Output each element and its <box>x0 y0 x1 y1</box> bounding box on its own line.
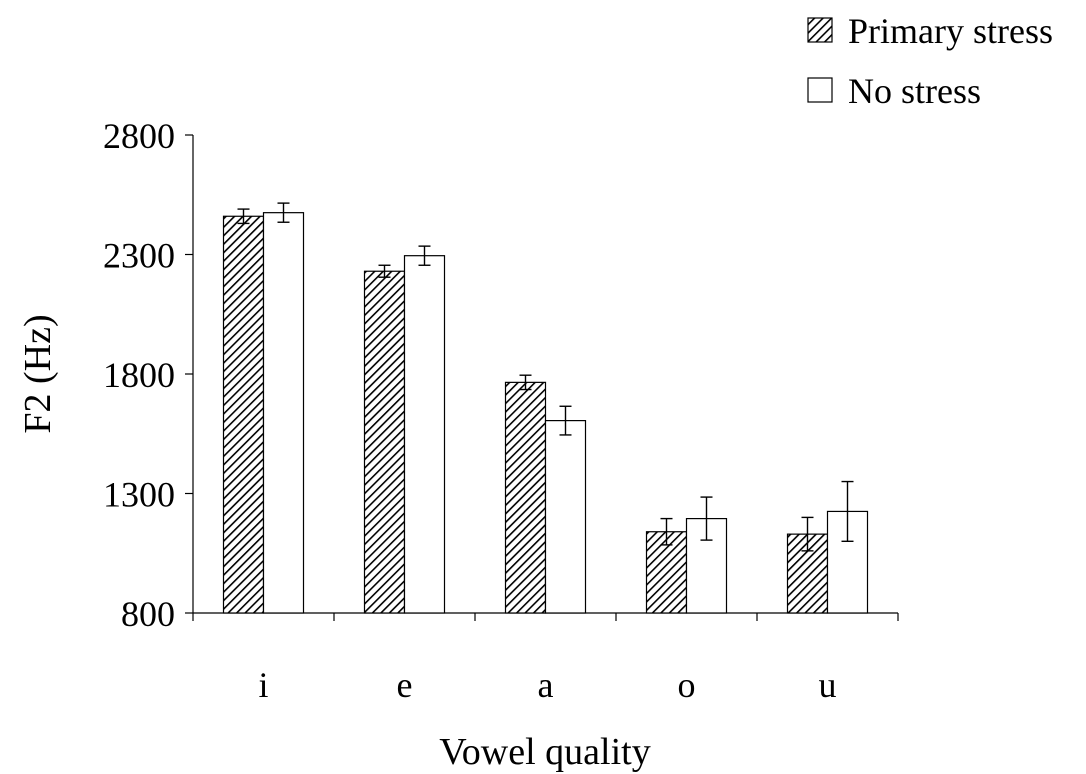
bars <box>222 212 869 614</box>
x-tick-label: a <box>538 665 554 705</box>
y-tick-label: 1300 <box>103 475 175 515</box>
bar-primary-stress-u <box>786 533 829 614</box>
y-tick-label: 800 <box>121 594 175 634</box>
y-axis-title: F2 (Hz) <box>17 314 59 433</box>
x-tick-label: o <box>678 665 696 705</box>
y-tick-label: 2800 <box>103 116 175 156</box>
x-axis-title: Vowel quality <box>439 731 650 773</box>
legend-label: No stress <box>848 71 981 111</box>
bar-no-stress-a <box>544 420 587 614</box>
legend: Primary stress No stress <box>807 11 1053 111</box>
x-tick-label: e <box>397 665 413 705</box>
x-tick-label: i <box>258 665 268 705</box>
bar-primary-stress-i <box>222 215 265 614</box>
error-bars <box>237 202 854 552</box>
legend-swatch-no-stress <box>807 77 833 103</box>
labels: 800 1300 1800 2300 2800 i e a o u Vowel quality F2 … <box>17 116 837 773</box>
legend-swatch-primary-stress <box>807 17 833 43</box>
bar-primary-stress-e <box>363 270 406 614</box>
bar-primary-stress-a <box>504 381 547 614</box>
legend-label: Primary stress <box>848 11 1053 51</box>
bar-no-stress-i <box>262 212 305 614</box>
x-tick-label: u <box>819 665 837 705</box>
bar-no-stress-e <box>403 255 446 614</box>
y-tick-label: 1800 <box>103 355 175 395</box>
y-tick-label: 2300 <box>103 236 175 276</box>
